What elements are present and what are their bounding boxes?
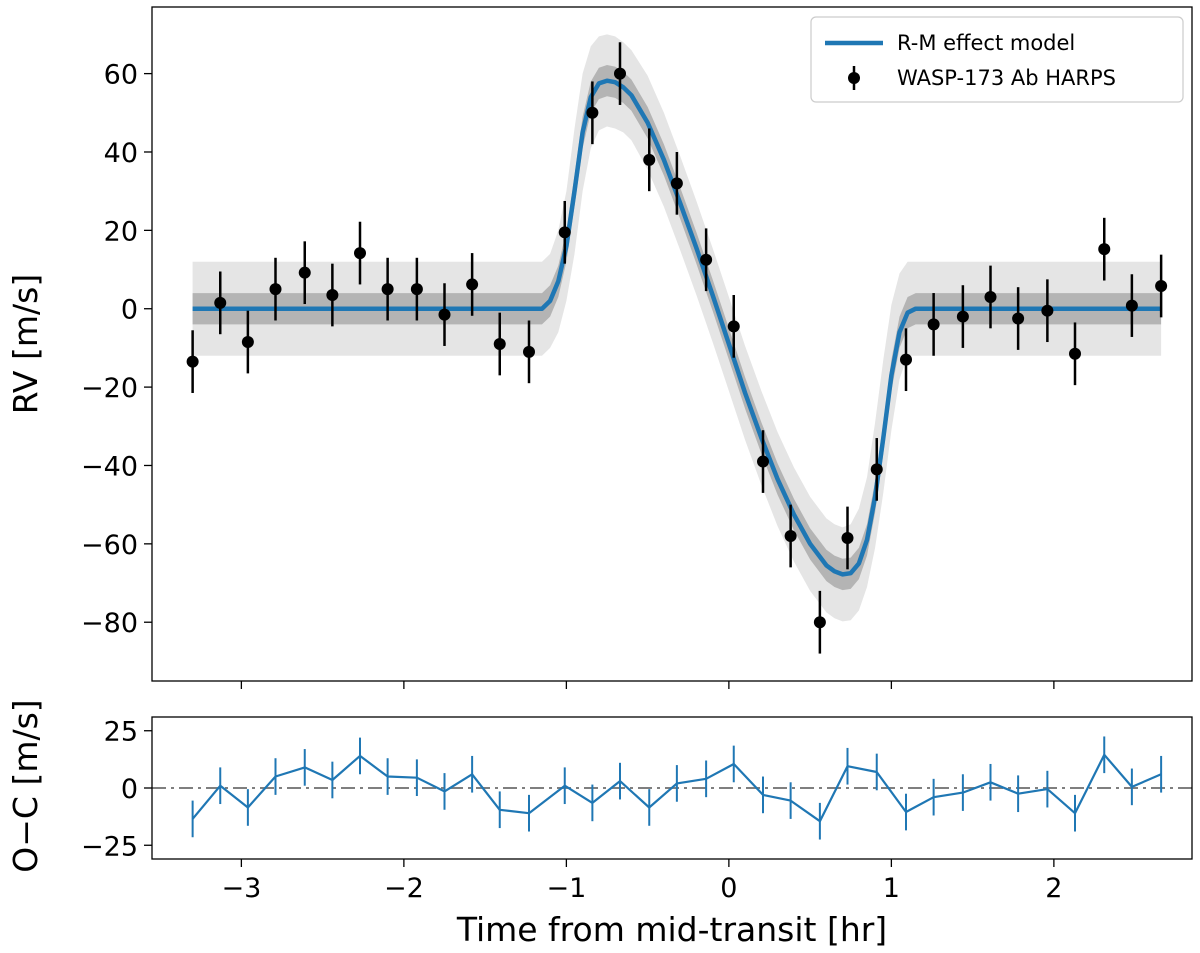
rv-data-point [410,283,423,296]
x-axis-label: Time from mid-transit [hr] [456,910,887,949]
rv-y-tick-label: −60 [81,530,138,561]
rv-data-point [381,283,394,296]
rv-axes: 60 40 20 0 −20 −40 −60 −80 [81,60,152,639]
x-tick-label: −3 [221,873,261,904]
legend-model-label: R-M effect model [897,31,1075,55]
rv-data-point [614,67,626,80]
rv-y-axis-label: RV [m/s] [6,274,45,414]
residual-series [191,736,1163,840]
rv-data-point [586,106,599,119]
residuals-panel: 25 0 −25 −3 −2 −1 0 1 2 O−C [m/s] Time from mid-… [6,699,1193,949]
rv-data-point [269,283,282,296]
rv-data-point [214,296,227,309]
rv-data-point [1041,304,1054,317]
rv-data-point [1098,243,1111,256]
legend-data-label: WASP-173 Ab HARPS [897,66,1116,90]
rv-data-point [956,310,969,323]
x-tick-label: 1 [883,873,900,904]
rv-panel: 60 40 20 0 −20 −40 −60 −80 RV [m/s] R-M effect … [6,6,1193,682]
rv-data-point [466,278,479,291]
residual-y-tick-label: 0 [121,774,138,805]
rv-data-point [523,345,535,358]
rv-data-point [1125,299,1138,312]
rv-y-tick-label: −80 [81,608,138,639]
x-tick-label: 0 [720,873,737,904]
rv-data-point [643,153,656,166]
rv-y-tick-label: −40 [81,451,138,482]
x-tick-label: −2 [384,873,424,904]
rv-data-point [354,247,366,260]
rv-y-tick-label: 20 [104,216,138,247]
rv-data-point [241,336,254,349]
rv-data-point [900,353,912,366]
model-curve-group [192,78,1162,577]
rv-data-point [326,289,339,302]
rv-data-point [186,355,199,368]
legend-data-marker [848,72,860,84]
model-curve [192,78,1162,577]
rv-data-point [984,290,997,303]
rv-data-point [670,177,683,190]
residual-y-tick-label: −25 [81,831,138,862]
rv-data-point [727,320,740,333]
rv-data-point [813,616,826,629]
residual-line [191,753,1162,823]
residual-y-tick-label: 25 [104,717,138,748]
rv-data-point [493,338,506,350]
rv-data-point [927,318,940,331]
rv-data-point [1155,280,1168,293]
rv-data-point [1069,347,1081,360]
residual-axes: 25 0 −25 −3 −2 −1 0 1 2 [81,717,1062,904]
rv-x-ticks [240,681,1055,689]
rv-data-point [438,308,451,321]
rv-y-tick-label: 0 [121,295,138,326]
rv-data-point [757,455,769,468]
rv-data-point [784,530,797,543]
rv-y-tick-label: 60 [104,60,138,91]
rv-data-point [841,531,854,544]
legend-frame [810,16,1184,103]
x-tick-label: −1 [546,873,586,904]
rv-y-tick-label: −20 [81,373,138,404]
legend: R-M effect model WASP-173 Ab HARPS [810,16,1184,103]
model-uncertainty-bands [192,34,1162,622]
rv-data-point [558,226,571,239]
rv-data-points [186,42,1168,654]
band-outer [192,34,1162,622]
rv-data-point [298,266,311,279]
rv-data-point [700,253,713,266]
residuals-y-axis-label: O−C [m/s] [6,699,45,872]
x-tick-label: 2 [1045,873,1062,904]
rv-plot-frame [151,6,1193,682]
rv-data-point [1012,312,1025,325]
rv-y-tick-label: 40 [104,138,138,169]
rv-data-point [870,463,883,476]
